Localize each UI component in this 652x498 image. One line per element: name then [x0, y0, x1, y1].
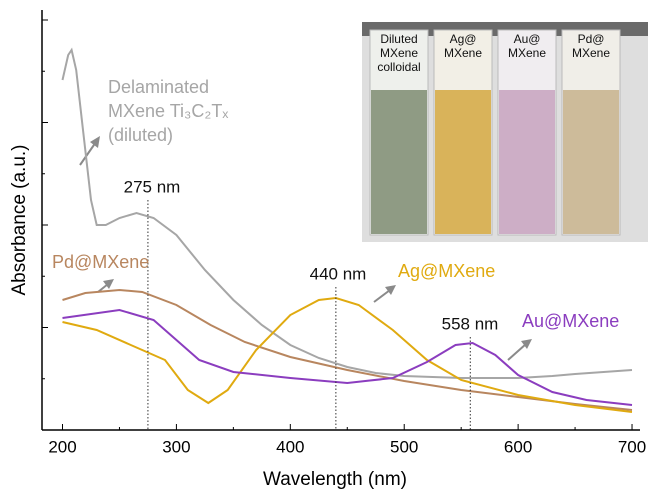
series-line — [62, 288, 633, 411]
x-axis-label: Wavelength (nm) — [263, 469, 407, 490]
inset-label: Ag@ — [450, 32, 477, 46]
y-axis-label: Absorbance (a.u.) — [9, 144, 30, 295]
annotation-label: 440 nm — [310, 264, 367, 283]
x-tick-label: 300 — [162, 437, 190, 456]
annotation-label: 275 nm — [124, 177, 181, 196]
x-tick-label: 500 — [390, 437, 418, 456]
x-tick-label: 600 — [504, 437, 532, 456]
series-label: Ag@MXene — [398, 261, 495, 281]
series-label: Delaminated — [108, 77, 209, 97]
series-line — [61, 47, 633, 379]
series-label: Pd@MXene — [52, 252, 149, 272]
inset-label: MXene — [508, 46, 546, 60]
inset-photo — [362, 22, 648, 242]
inset-label: colloidal — [377, 60, 420, 74]
inset-label: MXene — [380, 46, 418, 60]
inset-label: Pd@ — [578, 32, 605, 46]
x-tick-label: 200 — [48, 437, 76, 456]
annotation-label: 558 nm — [442, 314, 499, 333]
inset-label: Au@ — [514, 32, 541, 46]
series-label: Au@MXene — [522, 311, 619, 331]
series-line — [62, 308, 633, 406]
inset-label: Diluted — [380, 32, 417, 46]
x-tick-label: 700 — [618, 437, 646, 456]
inset-label: MXene — [444, 46, 482, 60]
x-tick-label: 400 — [276, 437, 304, 456]
inset-label: MXene — [572, 46, 610, 60]
series-label: (diluted) — [108, 125, 173, 145]
arrows — [79, 136, 532, 361]
series-label: MXene Ti₃C₂Tₓ — [108, 101, 228, 121]
